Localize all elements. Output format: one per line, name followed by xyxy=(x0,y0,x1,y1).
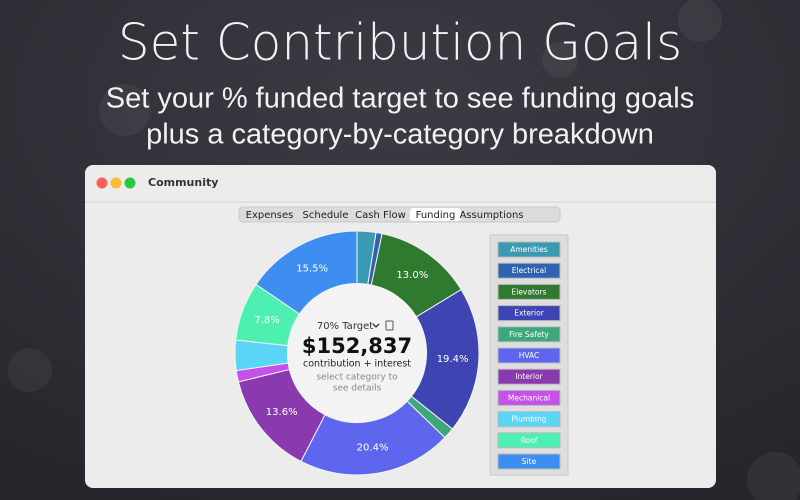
legend-label[interactable]: Roof xyxy=(521,436,538,445)
legend-swatch[interactable] xyxy=(497,305,561,322)
zoom-button[interactable] xyxy=(124,177,136,189)
segment-label: 20.4% xyxy=(357,442,389,453)
segment-label: 15.5% xyxy=(296,263,328,274)
legend-label[interactable]: Amenities xyxy=(510,245,548,254)
legend-swatch[interactable] xyxy=(497,262,561,279)
legend-label[interactable]: Fire Safety xyxy=(509,330,549,339)
legend-label[interactable]: Mechanical xyxy=(508,393,550,402)
tab-bar xyxy=(238,206,561,223)
legend-label[interactable]: Elevators xyxy=(512,287,547,296)
hint: select category to xyxy=(316,373,398,383)
legend-label[interactable]: Exterior xyxy=(514,309,544,318)
copy-icon[interactable] xyxy=(385,320,394,331)
tab-selected[interactable] xyxy=(410,208,461,221)
window-title: Community xyxy=(148,176,218,189)
tab[interactable]: Schedule xyxy=(303,210,349,221)
legend-swatch[interactable] xyxy=(497,326,561,343)
donut-segment[interactable] xyxy=(255,230,358,315)
donut-hole xyxy=(287,283,427,423)
tab[interactable]: Assumptions xyxy=(459,210,523,221)
headline: Set Contribution Goals xyxy=(118,14,682,72)
legend-swatch[interactable] xyxy=(497,347,561,364)
segment-label: 13.6% xyxy=(266,407,298,418)
segment-label: 7.8% xyxy=(254,315,279,326)
legend-label[interactable]: HVAC xyxy=(519,351,540,360)
subtitle: Set your % funded target to see funding … xyxy=(106,83,694,115)
legend-label[interactable]: Plumbing xyxy=(511,415,546,424)
legend-swatch[interactable] xyxy=(497,453,561,470)
tab[interactable]: Expenses xyxy=(246,210,294,221)
tab[interactable]: Funding xyxy=(416,210,456,221)
minimize-button[interactable] xyxy=(110,177,122,189)
legend-swatch[interactable] xyxy=(497,241,561,258)
close-button[interactable] xyxy=(96,177,108,189)
legend-swatch[interactable] xyxy=(497,411,561,428)
legend-swatch[interactable] xyxy=(497,432,561,449)
legend-label[interactable]: Site xyxy=(522,457,537,466)
dropdown-arrow[interactable] xyxy=(372,323,380,328)
tab[interactable]: Cash Flow xyxy=(355,210,406,221)
subtitle: plus a category-by-category breakdown xyxy=(146,119,654,151)
amount: $152,837 xyxy=(302,334,412,358)
legend-label[interactable]: Interior xyxy=(515,372,543,381)
hint: see details xyxy=(333,384,382,394)
target-selector[interactable]: 70% Target xyxy=(317,321,373,332)
legend-swatch[interactable] xyxy=(497,368,561,385)
bokeh xyxy=(8,0,800,500)
legend-label[interactable]: Electrical xyxy=(512,266,546,275)
legend-swatch[interactable] xyxy=(497,283,561,300)
amount-caption: contribution + interest xyxy=(303,359,411,370)
segment-label: 19.4% xyxy=(437,354,469,365)
legend-swatch[interactable] xyxy=(497,389,561,406)
segment-label: 13.0% xyxy=(396,270,428,281)
